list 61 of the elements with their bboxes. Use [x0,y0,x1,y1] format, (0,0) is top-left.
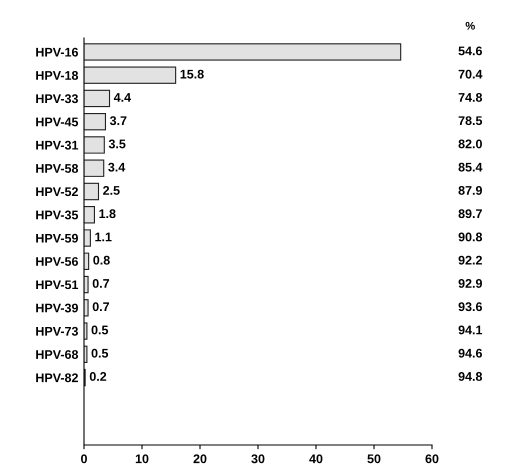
text: 87.9 [458,186,482,195]
text: 78.5 [458,116,482,126]
x-tick-label: 60 [426,454,438,464]
data-label: 0.7 [92,279,110,288]
text: 94.6 [458,348,482,358]
bar [84,160,104,177]
y-tick-label: HPV-82 [36,373,78,382]
x-tick-label: 20 [193,454,206,464]
y-tick-label: HPV-51 [36,280,78,290]
x-tick-label: 10 [136,454,148,464]
y-tick-label: HPV-33 [36,94,78,104]
data-label: 2.5 [103,186,120,195]
data-label: 0.5 [92,326,108,334]
text: 94.1 [458,326,482,334]
text: 92.2 [458,256,482,265]
bar [84,206,95,224]
data-label: 3.4 [108,162,126,172]
y-tick-label: HPV-39 [36,304,78,312]
y-tick-label: HPV-58 [36,164,78,173]
data-label: 0.7 [92,302,110,312]
bar [84,90,110,108]
y-tick-label: HPV-59 [36,234,78,243]
x-tick-label: 30 [251,454,264,464]
data-label: 3.5 [108,139,126,148]
bar [84,66,176,84]
data-label: 1.1 [95,232,112,242]
y-tick-label: HPV-35 [36,210,78,220]
data-label: 3.7 [110,116,126,126]
x-tick-label: 50 [367,454,380,464]
x-tick-label: 40 [309,454,322,464]
text: 74.8 [458,92,482,102]
text: 85.4 [458,162,482,172]
y-tick-label: HPV-16 [36,48,78,57]
bar [84,136,105,154]
data-label: 1.8 [99,209,116,218]
data-label: 4.4 [114,93,131,102]
text: 90.8 [458,232,482,242]
y-tick-label: HPV-73 [36,326,78,336]
bar [84,182,100,200]
bar [84,113,106,130]
y-tick-label: HPV-68 [36,350,78,359]
text: 89.7 [458,209,482,218]
text: 94.8 [458,372,482,381]
y-tick-label: HPV-45 [36,118,78,126]
text: 93.6 [458,302,482,312]
bar [84,43,402,61]
data-label: 15.8 [180,70,204,79]
x-tick-label: 0 [81,454,87,464]
text: 70.4 [458,70,482,79]
text: 92.9 [458,279,482,288]
y-tick-label: HPV-56 [36,257,78,266]
bar [84,229,91,247]
data-label: 0.8 [93,256,110,265]
text: 82.0 [458,139,482,148]
text: 54.6 [458,46,482,56]
y-tick-label: HPV-31 [36,140,78,150]
y-tick-label: HPV-18 [36,71,78,80]
data-label: 0.5 [92,348,108,358]
data-label: 0.2 [90,372,106,381]
text: % [466,22,475,30]
y-tick-label: HPV-52 [36,187,78,196]
